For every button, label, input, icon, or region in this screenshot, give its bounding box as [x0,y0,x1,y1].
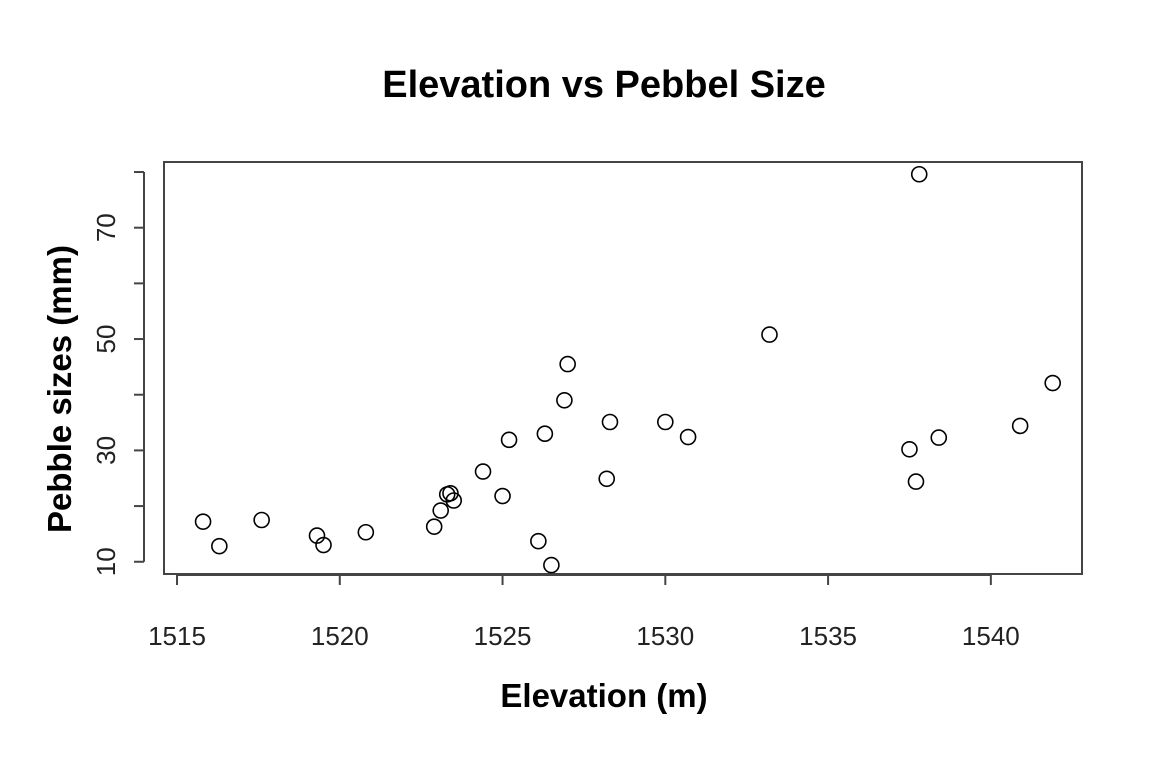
data-point [559,355,576,373]
data-point [315,536,332,554]
data-point [194,513,212,530]
data-point [761,326,778,343]
data-point [657,413,674,431]
data-point [530,532,547,550]
data-point [543,556,560,574]
x-axis-label: Elevation (m) [500,677,707,714]
data-point [432,502,450,519]
data-point [1044,374,1062,392]
data-point [536,425,554,442]
data-point [253,511,270,529]
data-point [357,523,375,541]
data-point [907,473,925,490]
x-tick-label: 1515 [148,621,206,651]
data-point [494,487,511,505]
data-point [930,429,948,446]
data-point [679,428,697,446]
y-tick-label: 30 [91,436,121,465]
data-point [445,492,463,509]
x-tick-label: 1540 [962,621,1020,651]
y-axis: 10 30 50 70 [91,171,145,576]
data-point [910,165,928,183]
y-tick-label: 50 [91,325,121,354]
x-tick-label: 1535 [799,621,857,651]
data-point [556,391,573,409]
x-axis: 1515 1520 1525 1530 1535 1540 [148,574,1020,651]
x-tick-label: 1525 [474,621,532,651]
chart-title: Elevation vs Pebbel Size [382,64,826,106]
x-tick-label: 1520 [311,621,369,651]
data-points [194,165,1062,574]
x-tick-label: 1530 [636,621,694,651]
data-point [601,413,619,431]
data-point [425,518,443,535]
data-point [442,484,459,502]
data-point [901,440,918,458]
plot-frame [163,161,1083,575]
y-tick-label: 70 [91,213,121,242]
data-point [474,463,492,480]
y-axis-label: Pebble sizes (mm) [41,245,78,533]
data-point [211,537,228,555]
data-point [598,470,616,488]
data-point [1011,417,1029,435]
data-point [500,431,518,449]
y-tick-label: 10 [91,547,121,576]
